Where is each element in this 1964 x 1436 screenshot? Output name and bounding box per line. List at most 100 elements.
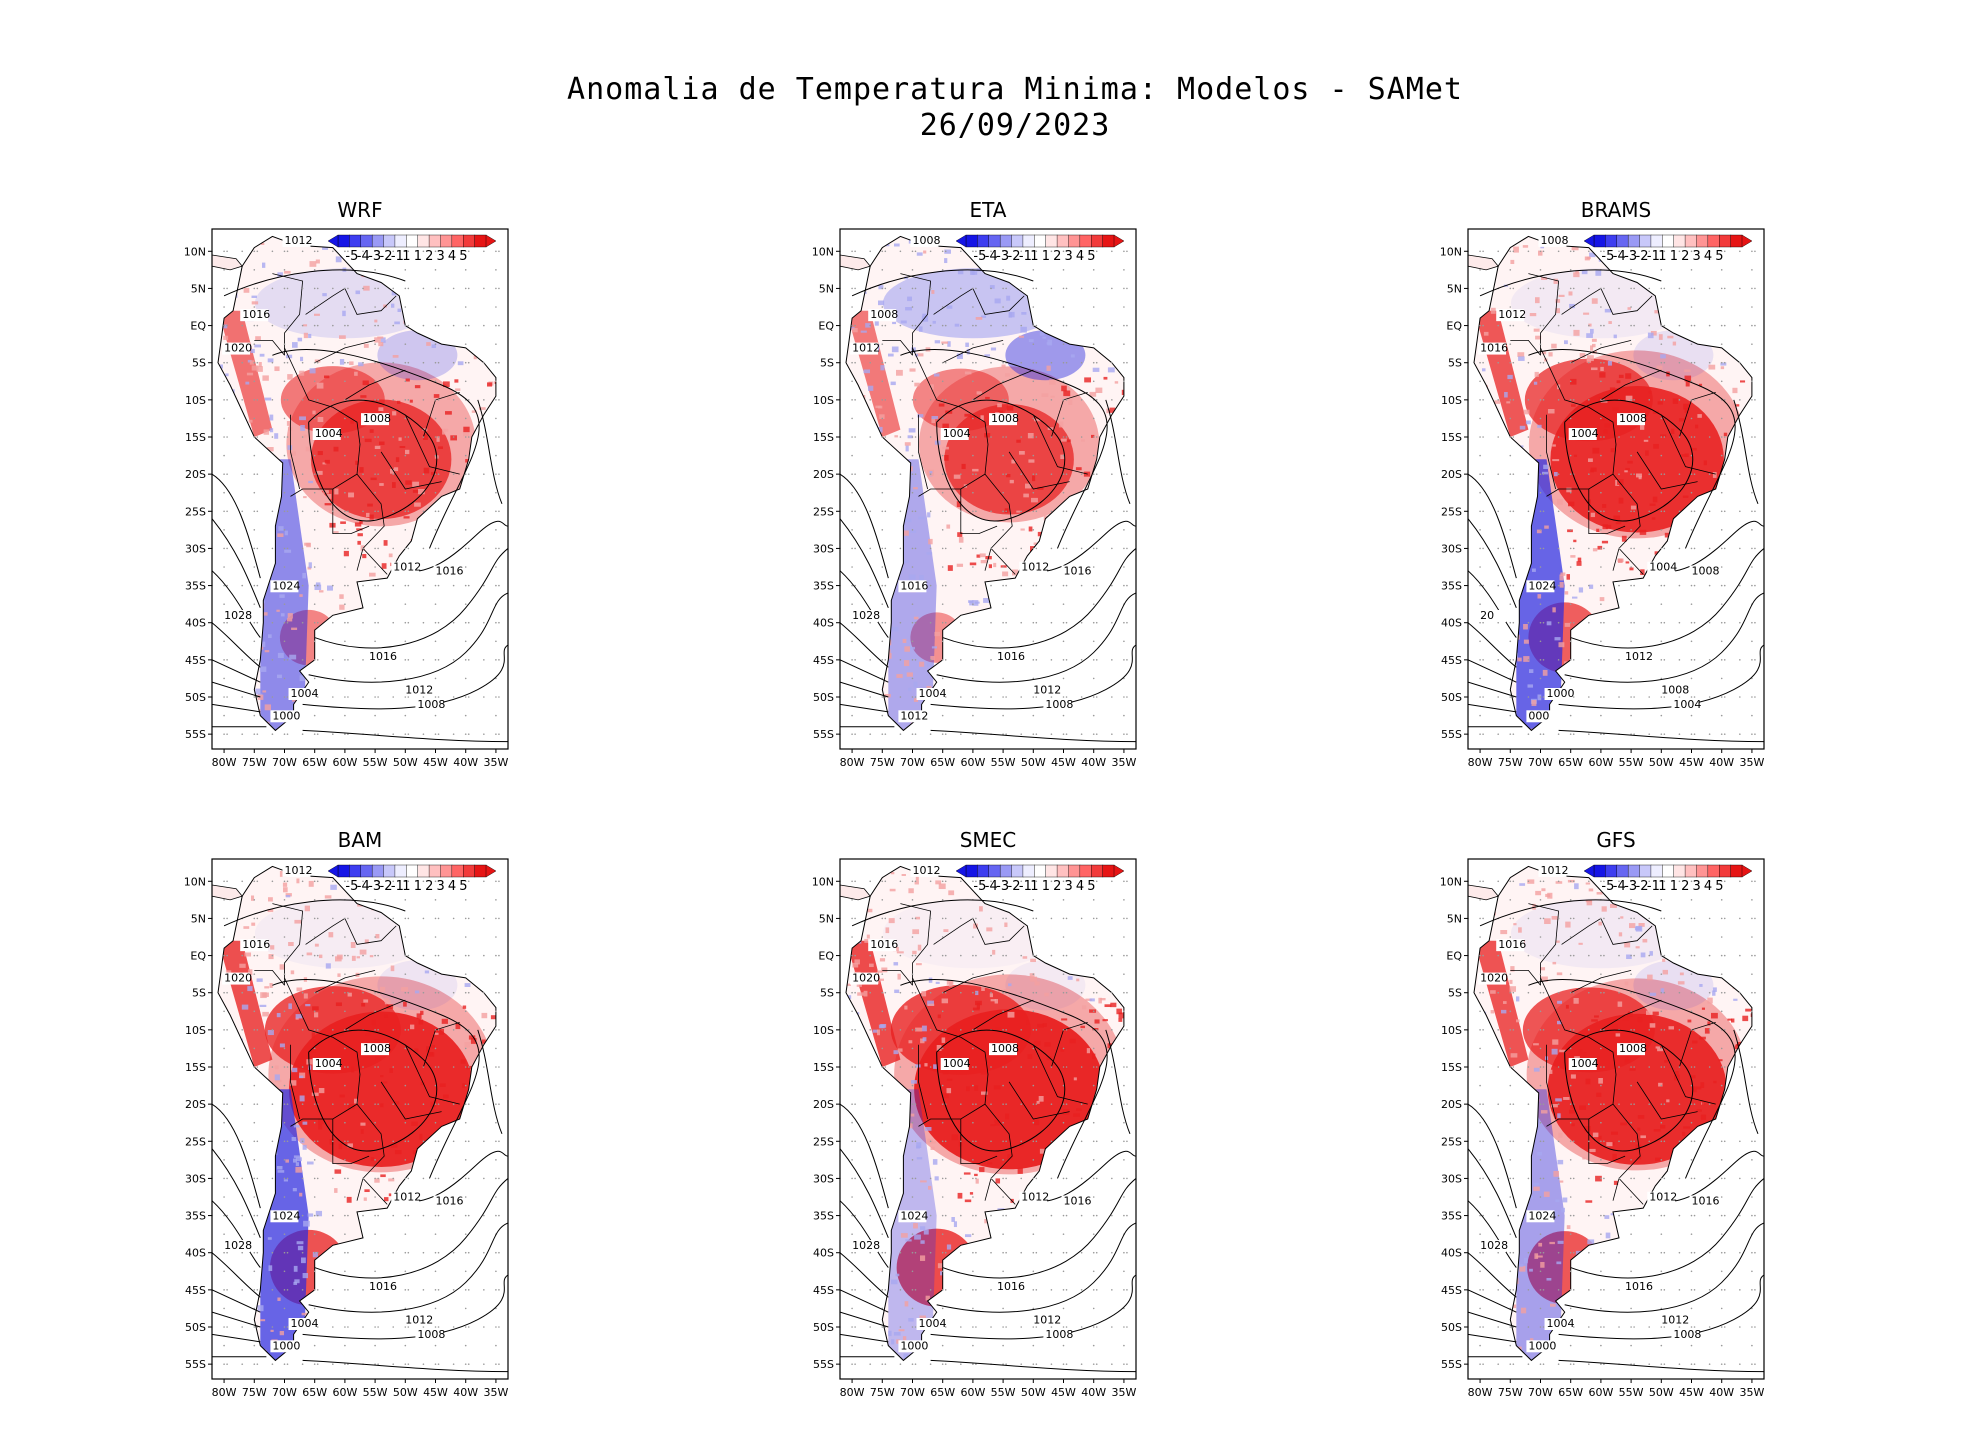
pressure-contours (212, 269, 508, 743)
plot-frame (839, 228, 1137, 750)
colorbar-label: 2 (1681, 249, 1689, 264)
colorbar-label: -5 (973, 879, 986, 894)
colorbar-label: 3 (436, 249, 444, 264)
colorbar-label: -3 (996, 879, 1009, 894)
lat-tick-label: 20S (813, 468, 834, 481)
contour-label: 1016 (1064, 1194, 1092, 1207)
colorbar-label: -1 (1647, 879, 1660, 894)
contour-label: 1000 (1528, 1339, 1556, 1352)
contour-label: 1012 (912, 864, 940, 877)
axes: 10N 5N EQ 5S 10S 15S 20S 25S 30S 35S 40S 45S 50S 55S 8… (1440, 875, 1765, 1399)
colorbar-arrow-right (1741, 864, 1753, 878)
contour-label: 1016 (997, 650, 1025, 663)
axes: 10N 5N EQ 5S 10S 15S 20S 25S 30S 35S 40S 45S 50S 55S 8… (184, 245, 509, 769)
lat-tick-label: 45S (185, 654, 206, 667)
contour-label: 1020 (224, 972, 252, 985)
colorbar-swatch (1022, 234, 1035, 248)
colorbar-arrow-left (1583, 234, 1595, 248)
colorbar-label: 2 (1053, 249, 1061, 264)
colorbar-arrow-left (327, 234, 339, 248)
contour-label: 1012 (1649, 1191, 1677, 1204)
colorbar-arrow-right (1113, 234, 1125, 248)
colorbar-label: 4 (1076, 249, 1084, 264)
colorbar-swatch (383, 234, 396, 248)
colorbar-arrow-right (1113, 864, 1125, 878)
colorbar-label: 4 (1076, 879, 1084, 894)
contour-label: 1012 (1021, 1191, 1049, 1204)
colorbar-swatch (394, 234, 407, 248)
lat-tick-label: 45S (1441, 1284, 1462, 1297)
colorbar-label: 3 (436, 879, 444, 894)
contour-label: 1016 (436, 1194, 464, 1207)
lat-tick-label: 35S (813, 580, 834, 593)
colorbar-label: 1 (1658, 879, 1666, 894)
coastline (1473, 865, 1753, 1362)
lat-tick-label: EQ (818, 320, 834, 333)
colorbar-label: 2 (1053, 879, 1061, 894)
lon-tick-label: 65W (1558, 1386, 1583, 1399)
lat-tick-label: 5N (1447, 912, 1462, 925)
colorbar-label: -5 (1601, 879, 1614, 894)
lat-tick-label: 5S (1448, 987, 1462, 1000)
lat-tick-label: 50S (1441, 1321, 1462, 1334)
lat-tick-label: EQ (190, 320, 206, 333)
colorbar-swatch (349, 234, 362, 248)
model-panel-brams: BRAMS 1008 1012 1016 1008 1004 1024 20 1012 1008 1… (1416, 198, 1836, 788)
colorbar-label: 1 (1670, 879, 1678, 894)
colorbar-swatch (1593, 864, 1606, 878)
colorbar-label: 4 (1704, 249, 1712, 264)
colorbar-swatch (1627, 234, 1641, 248)
coastline (217, 865, 497, 1362)
contour-label: 1016 (870, 938, 898, 951)
colorbar-label: -3 (1624, 879, 1637, 894)
contour-label: 1028 (852, 609, 880, 622)
colorbar-swatch (1056, 864, 1069, 878)
map-svg: 1012 1016 1020 1008 1004 1024 1028 1016 1012 1008… (184, 858, 509, 1399)
lat-tick-label: EQ (1446, 320, 1462, 333)
contour-label: 1012 (1021, 561, 1049, 574)
contour-label: 1012 (1540, 864, 1568, 877)
lon-tick-label: 75W (1498, 1386, 1523, 1399)
contour-label: 1028 (1480, 1239, 1508, 1252)
lon-tick-label: 50W (1021, 756, 1046, 769)
contour-label: 1012 (1033, 1313, 1061, 1326)
colorbar-label: -4 (985, 249, 998, 264)
panel-title: BAM (337, 828, 383, 852)
contour-label: 1012 (900, 709, 928, 722)
lon-tick-label: 35W (483, 756, 508, 769)
lon-tick-label: 70W (272, 1386, 297, 1399)
colorbar-label: -4 (1613, 879, 1626, 894)
colorbar-swatch (337, 864, 350, 878)
plot-frame (211, 858, 509, 1380)
contour-label: 1012 (405, 1313, 433, 1326)
plot-frame (211, 228, 509, 750)
lat-tick-label: 5S (192, 357, 206, 370)
colorbar-swatch (1022, 864, 1035, 878)
colorbar-label: -1 (1019, 879, 1032, 894)
colorbar-label: 2 (425, 879, 433, 894)
lat-tick-label: 35S (1441, 580, 1462, 593)
contour-label: 20 (1480, 609, 1494, 622)
lon-tick-label: 70W (900, 1386, 925, 1399)
grid-dots (211, 880, 500, 1365)
contour-label: 1016 (242, 308, 270, 321)
lat-tick-label: 20S (1441, 1098, 1462, 1111)
lat-tick-label: 15S (1441, 431, 1462, 444)
lon-tick-label: 65W (930, 756, 955, 769)
lat-tick-label: 55S (185, 1358, 206, 1371)
colorbar-swatch (1091, 864, 1104, 878)
contour-label: 1008 (363, 412, 391, 425)
lat-tick-label: 5N (819, 282, 834, 295)
colorbar-swatch (1102, 234, 1115, 248)
lat-tick-label: 25S (1441, 1135, 1462, 1148)
colorbar-label: 5 (459, 249, 467, 264)
colorbar-swatch (406, 864, 419, 878)
colorbar-swatch (349, 864, 362, 878)
contour-label: 1012 (284, 234, 312, 247)
colorbar-swatch (977, 864, 990, 878)
model-panel-wrf: WRF 1012 1016 1020 1008 1004 1024 1028 1016 1012 1… (160, 198, 580, 788)
lon-tick-label: 70W (1528, 756, 1553, 769)
lat-tick-label: 45S (813, 1284, 834, 1297)
grid-dots (839, 880, 1128, 1365)
contour-label: 1008 (363, 1042, 391, 1055)
